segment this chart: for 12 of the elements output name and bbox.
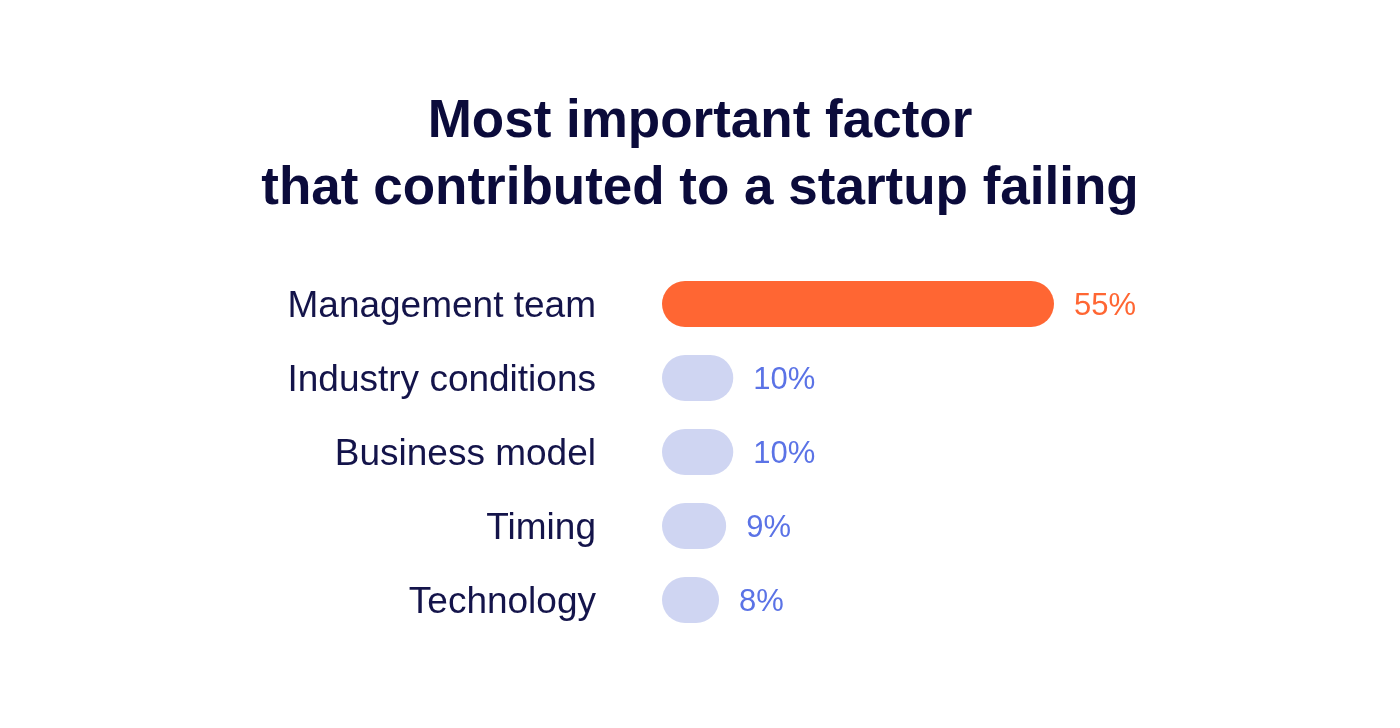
y-tick-label: Industry conditions <box>287 357 596 399</box>
data-label: 8% <box>739 582 784 618</box>
y-tick-label: Technology <box>408 579 597 621</box>
y-tick-label: Business model <box>334 431 596 473</box>
y-tick-label: Management team <box>287 283 596 325</box>
data-label: 10% <box>753 434 816 470</box>
data-label: 10% <box>753 360 816 396</box>
data-label: 9% <box>746 508 791 544</box>
y-tick-label: Timing <box>486 505 596 547</box>
chart-title: Most important factor that contributed to a startup failing <box>261 89 1139 215</box>
bar <box>662 281 1054 327</box>
data-label: 55% <box>1074 286 1137 322</box>
